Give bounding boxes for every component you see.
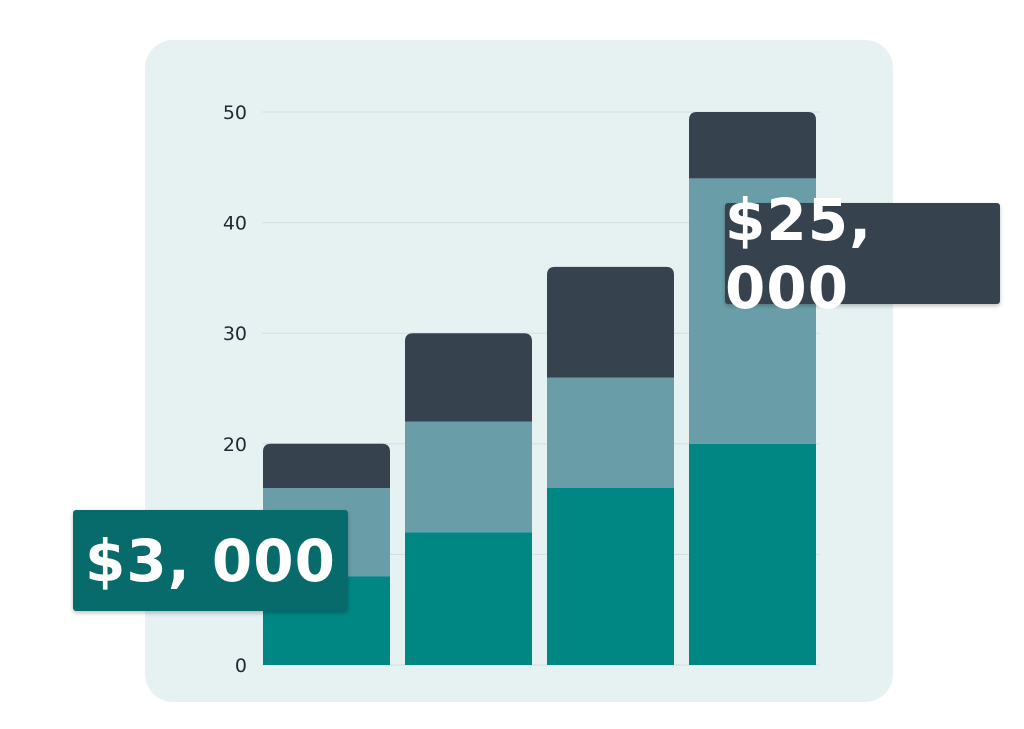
bar-segment [547, 266, 674, 378]
price-callout-small: $3, 000 [73, 510, 348, 611]
y-tick-label: 50 [223, 102, 247, 124]
y-tick-label: 30 [223, 323, 247, 345]
y-tick-label: 40 [223, 213, 247, 235]
bar-segment [263, 443, 390, 489]
bar-segment [405, 532, 532, 665]
y-tick-label: 20 [223, 434, 247, 456]
bar-segment [689, 443, 816, 665]
bar-segment [405, 421, 532, 533]
bars [263, 112, 816, 665]
bar-segment [405, 333, 532, 422]
price-callout-large: $25, 000 [725, 186, 1000, 322]
y-tick-label: 0 [235, 655, 247, 677]
bar-segment [547, 377, 674, 489]
bar-segment [547, 488, 674, 665]
bar-segment [689, 112, 816, 179]
